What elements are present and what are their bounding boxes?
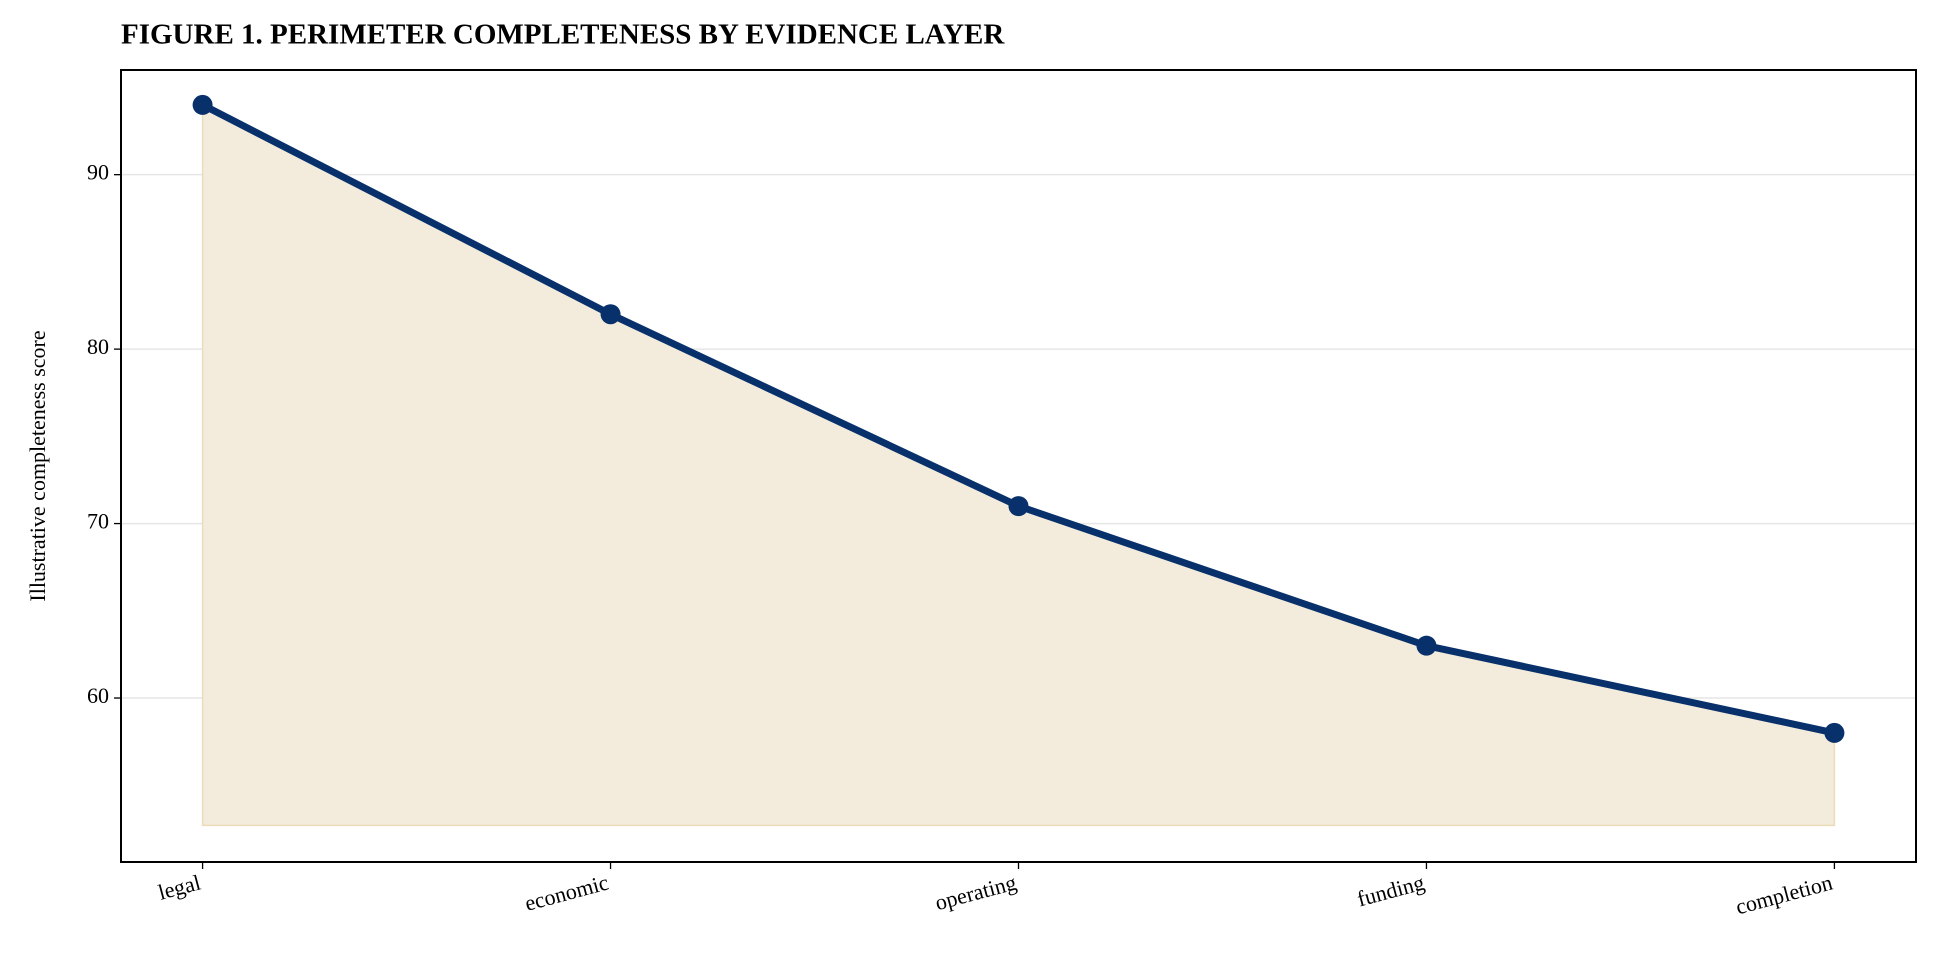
y-tick-label: 80 [87, 334, 109, 359]
y-tick-label: 60 [87, 683, 109, 708]
x-tick-label: funding [1354, 870, 1427, 912]
x-tick-label: legal [155, 870, 203, 905]
x-tick-label: economic [522, 869, 611, 915]
x-tick-label: operating [932, 870, 1019, 916]
y-tick-label: 70 [87, 509, 109, 534]
plot-frame [120, 69, 1917, 863]
y-tick-label: 90 [87, 160, 109, 185]
marker [1416, 635, 1437, 656]
x-tick-label: completion [1733, 870, 1835, 920]
marker [1824, 722, 1845, 743]
marker [192, 94, 213, 115]
chart-title: FIGURE 1. PERIMETER COMPLETENESS BY EVID… [121, 19, 1005, 51]
y-axis-label: Illustrative completeness score [25, 330, 50, 601]
area [201, 103, 1836, 827]
marker [1008, 496, 1029, 517]
marker [600, 304, 621, 325]
